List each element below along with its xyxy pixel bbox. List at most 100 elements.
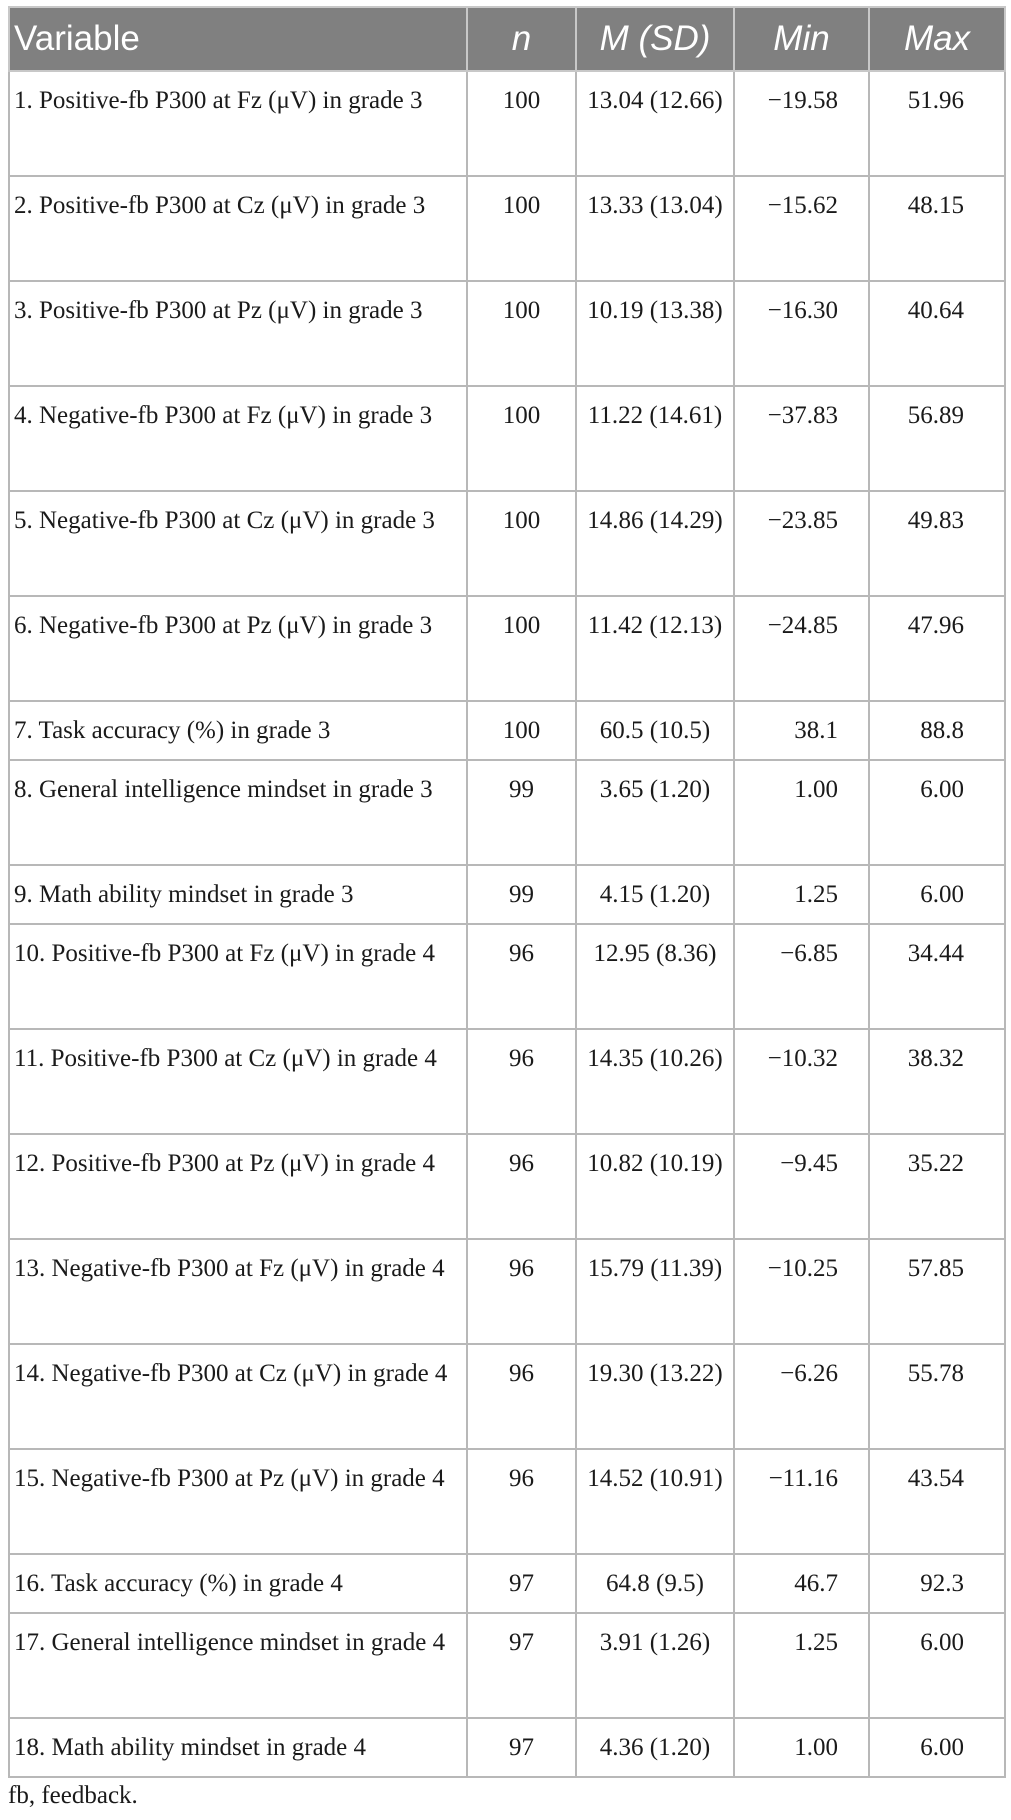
header-row: Variable n M (SD) Min Max [8,6,1006,72]
cell-n: 96 [466,1343,577,1450]
cell-min: −15.62 [733,175,870,282]
cell-m-sd: 64.8 (9.5) [575,1553,735,1614]
cell-min: 1.25 [733,864,870,925]
cell-min: −16.30 [733,280,870,387]
cell-n: 97 [466,1612,577,1719]
descriptive-statistics-table: Variable n M (SD) Min Max 1. Positive-fb… [8,6,1006,1778]
cell-variable: 17. General intelligence mindset in grad… [8,1612,468,1719]
cell-variable: 3. Positive-fb P300 at Pz (μV) in grade … [8,280,468,387]
cell-max: 6.00 [868,864,1006,925]
cell-min: −9.45 [733,1133,870,1240]
cell-variable: 4. Negative-fb P300 at Fz (μV) in grade … [8,385,468,492]
cell-n: 100 [466,700,577,761]
table-row: 9. Math ability mindset in grade 3 99 4.15… [8,864,1006,925]
table-row: 15. Negative-fb P300 at Pz (μV) in grade… [8,1448,1006,1555]
cell-m-sd: 14.35 (10.26) [575,1028,735,1135]
cell-n: 96 [466,1133,577,1240]
cell-m-sd: 4.15 (1.20) [575,864,735,925]
cell-n: 99 [466,759,577,866]
table-row: 10. Positive-fb P300 at Fz (μV) in grade… [8,923,1006,1030]
cell-max: 34.44 [868,923,1006,1030]
table-header: Variable n M (SD) Min Max [8,6,1006,72]
cell-min: −10.25 [733,1238,870,1345]
table-row: 18. Math ability mindset in grade 4 97 4.3… [8,1717,1006,1778]
table-row: 2. Positive-fb P300 at Cz (μV) in grade … [8,175,1006,282]
cell-variable: 7. Task accuracy (%) in grade 3 [8,700,468,761]
cell-max: 88.8 [868,700,1006,761]
cell-n: 100 [466,280,577,387]
header-m-sd: M (SD) [575,6,735,72]
table-row: 8. General intelligence mindset in grade… [8,759,1006,866]
cell-m-sd: 60.5 (10.5) [575,700,735,761]
cell-m-sd: 11.22 (14.61) [575,385,735,492]
cell-m-sd: 13.33 (13.04) [575,175,735,282]
cell-max: 43.54 [868,1448,1006,1555]
cell-min: 46.7 [733,1553,870,1614]
cell-variable: 6. Negative-fb P300 at Pz (μV) in grade … [8,595,468,702]
cell-min: 38.1 [733,700,870,761]
cell-m-sd: 15.79 (11.39) [575,1238,735,1345]
cell-variable: 14. Negative-fb P300 at Cz (μV) in grade… [8,1343,468,1450]
cell-variable: 1. Positive-fb P300 at Fz (μV) in grade … [8,70,468,177]
table-row: 4. Negative-fb P300 at Fz (μV) in grade … [8,385,1006,492]
cell-n: 96 [466,1448,577,1555]
table-row: 12. Positive-fb P300 at Pz (μV) in grade… [8,1133,1006,1240]
cell-n: 96 [466,1238,577,1345]
cell-max: 51.96 [868,70,1006,177]
cell-min: −19.58 [733,70,870,177]
cell-n: 100 [466,385,577,492]
cell-m-sd: 10.19 (13.38) [575,280,735,387]
cell-n: 96 [466,1028,577,1135]
header-variable: Variable [8,6,468,72]
cell-min: 1.00 [733,1717,870,1778]
table-body: 1. Positive-fb P300 at Fz (μV) in grade … [8,70,1006,1778]
cell-variable: 9. Math ability mindset in grade 3 [8,864,468,925]
cell-max: 35.22 [868,1133,1006,1240]
header-n: n [466,6,577,72]
cell-max: 56.89 [868,385,1006,492]
cell-variable: 10. Positive-fb P300 at Fz (μV) in grade… [8,923,468,1030]
cell-max: 47.96 [868,595,1006,702]
table-row: 14. Negative-fb P300 at Cz (μV) in grade… [8,1343,1006,1450]
cell-min: −23.85 [733,490,870,597]
cell-n: 99 [466,864,577,925]
cell-variable: 13. Negative-fb P300 at Fz (μV) in grade… [8,1238,468,1345]
table-row: 17. General intelligence mindset in grad… [8,1612,1006,1719]
cell-min: 1.25 [733,1612,870,1719]
table-footnote: fb, feedback. [8,1782,138,1809]
cell-variable: 11. Positive-fb P300 at Cz (μV) in grade… [8,1028,468,1135]
cell-min: −24.85 [733,595,870,702]
cell-m-sd: 3.65 (1.20) [575,759,735,866]
cell-min: 1.00 [733,759,870,866]
table-row: 16. Task accuracy (%) in grade 4 97 64.8 (… [8,1553,1006,1614]
table-row: 3. Positive-fb P300 at Pz (μV) in grade … [8,280,1006,387]
cell-max: 40.64 [868,280,1006,387]
cell-min: −6.85 [733,923,870,1030]
cell-m-sd: 3.91 (1.26) [575,1612,735,1719]
cell-n: 97 [466,1553,577,1614]
cell-min: −10.32 [733,1028,870,1135]
cell-m-sd: 12.95 (8.36) [575,923,735,1030]
cell-n: 100 [466,175,577,282]
cell-n: 96 [466,923,577,1030]
cell-m-sd: 4.36 (1.20) [575,1717,735,1778]
table-row: 6. Negative-fb P300 at Pz (μV) in grade … [8,595,1006,702]
cell-variable: 2. Positive-fb P300 at Cz (μV) in grade … [8,175,468,282]
cell-min: −11.16 [733,1448,870,1555]
cell-variable: 15. Negative-fb P300 at Pz (μV) in grade… [8,1448,468,1555]
cell-max: 48.15 [868,175,1006,282]
cell-min: −37.83 [733,385,870,492]
table-row: 5. Negative-fb P300 at Cz (μV) in grade … [8,490,1006,597]
cell-variable: 5. Negative-fb P300 at Cz (μV) in grade … [8,490,468,597]
cell-m-sd: 11.42 (12.13) [575,595,735,702]
cell-max: 92.3 [868,1553,1006,1614]
cell-n: 100 [466,595,577,702]
cell-max: 6.00 [868,1612,1006,1719]
cell-m-sd: 13.04 (12.66) [575,70,735,177]
cell-m-sd: 10.82 (10.19) [575,1133,735,1240]
cell-max: 49.83 [868,490,1006,597]
table-row: 11. Positive-fb P300 at Cz (μV) in grade… [8,1028,1006,1135]
cell-max: 6.00 [868,759,1006,866]
cell-max: 6.00 [868,1717,1006,1778]
descriptive-statistics-table-container: Variable n M (SD) Min Max 1. Positive-fb… [8,6,1006,1778]
